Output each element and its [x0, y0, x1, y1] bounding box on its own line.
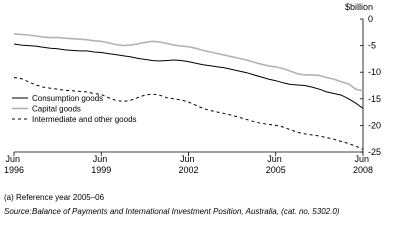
- x-tick-label-part: Jun: [93, 154, 110, 164]
- x-tick-label-part: Jun: [354, 154, 371, 164]
- x-tick-label-part: Jun: [267, 154, 284, 164]
- legend-label: Capital goods: [32, 105, 81, 114]
- x-tick-label-part: Jun: [5, 154, 22, 164]
- y-tick-label: -10: [368, 67, 381, 77]
- data-line: [13, 77, 364, 150]
- source-label: Source:: [4, 207, 32, 216]
- data-line: [13, 33, 364, 92]
- x-tick-label: Jun 2002: [178, 154, 198, 175]
- x-tick-label: Jun 2005: [266, 154, 286, 175]
- x-tick-label: Jun 1996: [4, 154, 24, 175]
- y-tick-label: -20: [368, 120, 381, 130]
- data-line: [13, 43, 364, 109]
- x-tick-label-part: 1996: [4, 165, 24, 175]
- legend-label: Consumption goods: [32, 94, 103, 103]
- x-tick-label-part: 2008: [353, 165, 373, 175]
- x-tick-label: Jun 1999: [91, 154, 111, 175]
- y-tick-label: -15: [368, 94, 381, 104]
- x-tick-label-part: 1999: [91, 165, 111, 175]
- y-tick-label: 0: [368, 14, 373, 24]
- y-axis-label: $billion: [345, 2, 373, 12]
- x-tick-label-part: 2002: [178, 165, 198, 175]
- chart: $billion (a) Reference year 2005–06 Sour…: [4, 2, 381, 216]
- x-tick-label-part: Jun: [180, 154, 197, 164]
- source: Balance of Payments and International In…: [32, 207, 340, 216]
- legend-label: Intermediate and other goods: [32, 115, 137, 124]
- y-tick-label: -25: [368, 147, 381, 157]
- x-tick-label-part: 2005: [266, 165, 286, 175]
- footnote: (a) Reference year 2005–06: [4, 193, 105, 202]
- y-tick-label: -5: [368, 41, 376, 51]
- x-tick-label: Jun 2008: [353, 154, 373, 175]
